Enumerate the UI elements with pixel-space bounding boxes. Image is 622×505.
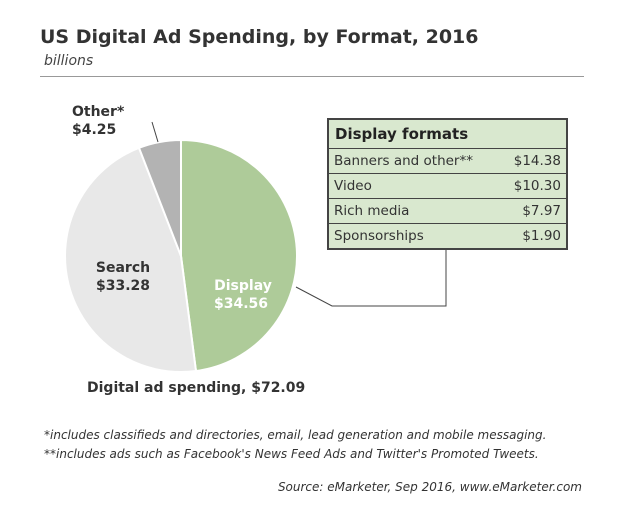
table-row: Banners and other** $14.38 [329, 149, 566, 174]
table-row: Sponsorships $1.90 [329, 224, 566, 248]
pie-slice-other [137, 138, 182, 257]
source-note: Source: eMarketer, Sep 2016, www.eMarket… [277, 480, 582, 494]
row-label: Video [334, 178, 372, 194]
row-value: $1.90 [522, 228, 561, 244]
display-slice-value: $34.56 [214, 296, 268, 312]
search-slice-value: $33.28 [96, 278, 150, 294]
footnote-1: *includes classifieds and directories, e… [44, 428, 547, 442]
row-label: Rich media [334, 203, 410, 219]
display-leader-line [295, 246, 447, 307]
table-row: Rich media $7.97 [329, 199, 566, 224]
row-value: $7.97 [522, 203, 561, 219]
other-slice-value: $4.25 [72, 122, 116, 138]
display-formats-title: Display formats [329, 120, 566, 149]
footnote-2: **includes ads such as Facebook's News F… [44, 447, 539, 461]
row-value: $10.30 [513, 178, 561, 194]
row-label: Banners and other** [334, 153, 473, 169]
pie-slice-search [64, 146, 198, 373]
other-leader-line [151, 121, 159, 143]
pie-slice-display [180, 138, 298, 373]
other-slice-label: Other* [72, 104, 125, 120]
title-divider [40, 76, 584, 77]
display-formats-table: Display formats Banners and other** $14.… [327, 118, 568, 250]
table-row: Video $10.30 [329, 174, 566, 199]
chart-title: US Digital Ad Spending, by Format, 2016 [40, 26, 479, 48]
display-slice-label: Display [214, 278, 272, 294]
row-value: $14.38 [513, 153, 561, 169]
search-slice-label: Search [96, 260, 150, 276]
chart-subtitle: billions [44, 53, 94, 69]
total-label: Digital ad spending, $72.09 [87, 380, 305, 396]
row-label: Sponsorships [334, 228, 424, 244]
